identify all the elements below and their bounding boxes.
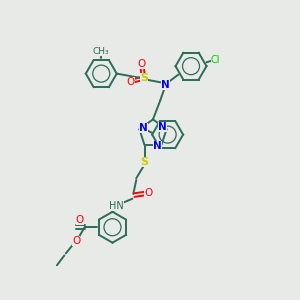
Text: HN: HN [109,201,124,211]
Text: O: O [72,236,80,247]
Text: O: O [127,76,135,87]
Text: O: O [76,215,84,225]
Text: Cl: Cl [211,55,220,64]
Text: O: O [138,59,146,69]
Text: S: S [141,157,148,166]
Text: N: N [153,141,162,152]
Text: N: N [161,80,170,90]
Text: N: N [139,123,148,133]
Text: O: O [144,188,152,198]
Text: CH₃: CH₃ [93,47,110,56]
Text: S: S [140,73,148,83]
Text: N: N [158,122,167,133]
